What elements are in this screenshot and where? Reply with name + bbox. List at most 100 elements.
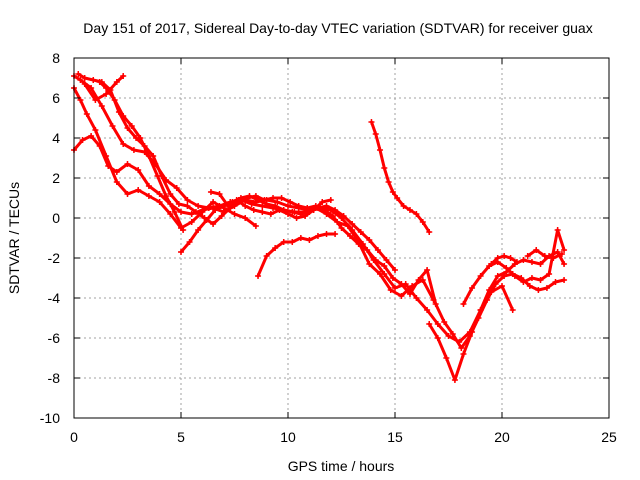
data-point-marker [406,291,413,297]
data-point-marker [441,319,448,325]
y-tick-label: 6 [52,90,60,106]
data-point-marker [558,251,565,257]
data-point-marker [109,123,116,129]
data-point-marker [443,355,450,361]
data-point-marker [225,203,232,209]
data-point-marker [486,287,493,293]
data-point-marker [383,257,390,263]
data-point-marker [120,73,127,79]
y-axis-tick-labels: -10 -8 -6 -4 -2 0 2 4 6 8 [40,50,60,426]
series-line [72,134,515,344]
data-point-marker [424,307,431,313]
data-point-marker [389,275,396,281]
data-point-marker [242,215,249,221]
series-line [427,250,566,382]
x-tick-label: 5 [177,429,185,445]
y-tick-label: -8 [48,370,61,386]
data-point-marker [374,247,381,253]
data-point-marker [81,81,88,87]
data-point-marker [469,329,476,335]
data-point-marker [250,207,257,213]
data-point-marker [387,287,394,293]
data-point-marker [295,203,302,209]
data-point-marker [445,333,452,339]
data-point-marker [366,261,373,267]
series-line [256,232,337,278]
data-point-marker [137,135,144,141]
data-point-marker [259,209,266,215]
series-arc-13 [488,253,520,267]
data-point-marker [509,307,516,313]
data-point-marker [287,199,294,205]
data-point-marker [207,189,214,195]
x-axis-label: GPS time / hours [288,458,395,474]
series-arc-11 [426,249,568,383]
data-point-marker [167,191,174,197]
y-axis-label: SDTVAR / TECUs [6,182,22,294]
data-point-marker [347,233,354,239]
data-point-marker [120,113,127,119]
data-point-marker [524,253,531,259]
data-point-marker [75,71,82,77]
data-point-marker [79,137,86,143]
data-point-marker [111,97,118,103]
data-point-marker [355,241,362,247]
data-point-marker [199,207,206,213]
y-tick-label: 2 [52,170,60,186]
data-point-marker [263,201,270,207]
data-point-marker [285,203,291,209]
data-point-marker [276,207,283,213]
data-point-marker [357,229,364,235]
data-point-marker [255,197,262,203]
data-point-marker [349,227,356,233]
data-point-marker [77,77,84,83]
data-point-marker [128,123,135,129]
data-point-marker [103,91,110,97]
data-point-marker [171,209,178,215]
x-tick-label: 0 [70,429,78,445]
data-point-marker [252,223,259,229]
data-point-marker [554,249,561,255]
data-point-marker [156,199,163,205]
data-point-marker [329,213,336,219]
data-point-marker [415,277,422,283]
data-point-marker [178,249,184,255]
data-point-marker [96,79,103,85]
data-point-marker [528,259,535,265]
data-point-marker [130,147,137,153]
data-point-marker [92,127,99,133]
data-point-marker [488,261,495,267]
data-point-marker [372,131,379,137]
data-point-marker [406,207,413,213]
axis-ticks [73,57,610,419]
data-point-marker [537,261,544,267]
data-point-marker [381,165,388,171]
data-point-marker [77,97,84,103]
series-arc-6 [96,79,187,233]
data-point-marker [398,281,405,287]
data-point-marker [424,267,431,273]
data-point-marker [554,227,561,233]
data-point-marker [319,199,326,205]
data-point-marker [381,271,388,277]
data-point-marker [385,179,392,185]
data-point-marker [289,239,296,245]
series-arc-3 [71,133,516,345]
data-point-marker [511,273,518,279]
data-point-marker [494,255,501,261]
data-point-marker [398,293,405,299]
data-point-marker [105,163,112,169]
data-point-marker [460,301,467,307]
data-point-marker [192,209,199,215]
data-point-marker [451,377,458,383]
plot-frame [73,57,610,419]
data-point-marker [520,279,527,285]
data-point-marker [340,213,347,219]
data-point-marker [203,217,210,223]
x-tick-label: 15 [387,429,403,445]
data-point-marker [145,183,152,189]
data-point-marker [389,189,396,195]
data-point-marker [92,97,99,103]
data-point-marker [535,287,542,293]
